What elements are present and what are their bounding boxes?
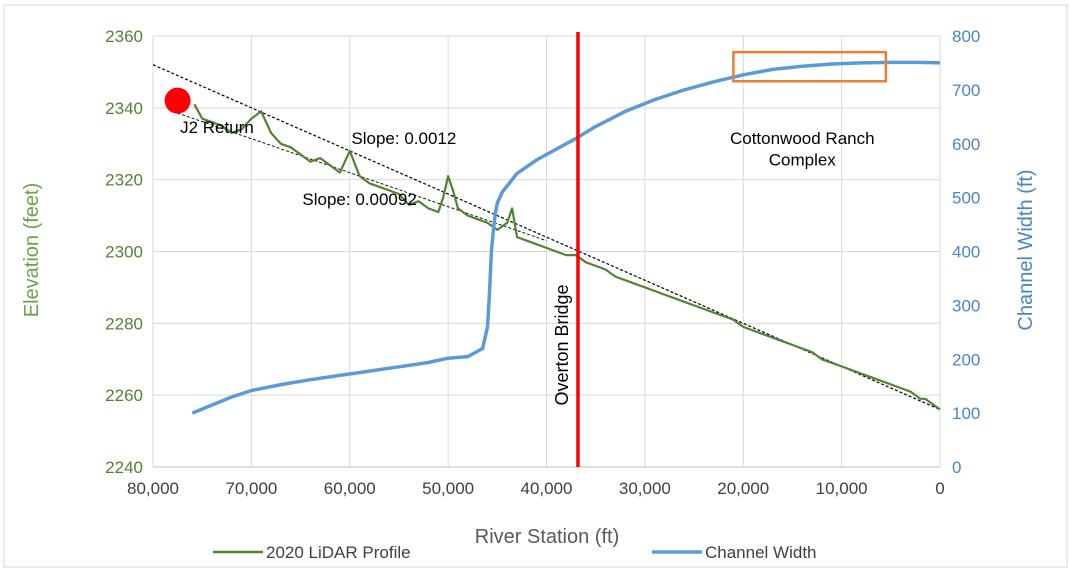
x-tick-label: 70,000 [225, 479, 277, 498]
legend-label-width: Channel Width [705, 543, 817, 562]
annotation-label: Slope: 0.00092 [302, 190, 416, 209]
annotation-label: Complex [769, 150, 837, 169]
annotation-label: J2 Return [180, 118, 254, 137]
x-tick-label: 60,000 [324, 479, 376, 498]
y-tick-label: 2320 [105, 171, 143, 190]
y2-tick-label: 100 [952, 404, 980, 423]
highlight-box [732, 50, 888, 83]
y2-tick-label: 600 [952, 135, 980, 154]
bridge-label: Overton Bridge [552, 284, 572, 405]
x-tick-label: 40,000 [521, 479, 573, 498]
y2-tick-label: 300 [952, 296, 980, 315]
y-tick-label: 2340 [105, 99, 143, 118]
channel-width-line [191, 60, 941, 415]
annotation-label: Cottonwood Ranch [730, 129, 875, 148]
y-tick-label: 2260 [105, 386, 143, 405]
y2-tick-label: 0 [952, 458, 961, 477]
y2-tick-label: 700 [952, 81, 980, 100]
annotation-label: Slope: 0.0012 [351, 129, 456, 148]
legend-label-profile: 2020 LiDAR Profile [266, 543, 411, 562]
y-tick-label: 2360 [105, 27, 143, 46]
x-tick-label: 50,000 [422, 479, 474, 498]
x-tick-label: 30,000 [619, 479, 671, 498]
x-tick-label: 80,000 [127, 479, 179, 498]
y-tick-label: 2240 [105, 458, 143, 477]
x-tick-label: 10,000 [816, 479, 868, 498]
tick-labels: 2240 2260 2280 2300 2320 2340 2360 0 100 200 300 40… [105, 27, 980, 498]
x-tick-label: 0 [935, 479, 944, 498]
y2-tick-label: 200 [952, 350, 980, 369]
y-tick-label: 2300 [105, 243, 143, 262]
y2-tick-label: 400 [952, 243, 980, 262]
series-lines [191, 60, 941, 415]
overlays: Overton Bridge J2 Return Slope: 0.0012 Slop… [164, 32, 888, 467]
x-axis-title: River Station (ft) [475, 526, 619, 548]
y2-tick-label: 500 [952, 189, 980, 208]
y-axis-title: Elevation (feet) [21, 183, 43, 318]
legend: 2020 LiDAR Profile Channel Width [213, 543, 817, 562]
x-tick-label: 20,000 [717, 479, 769, 498]
y2-axis-title: Channel Width (ft) [1015, 169, 1037, 330]
lidar-profile-line [193, 103, 941, 411]
j2-return-marker [164, 87, 191, 114]
y-tick-label: 2280 [105, 314, 143, 333]
y2-tick-label: 800 [952, 27, 980, 46]
